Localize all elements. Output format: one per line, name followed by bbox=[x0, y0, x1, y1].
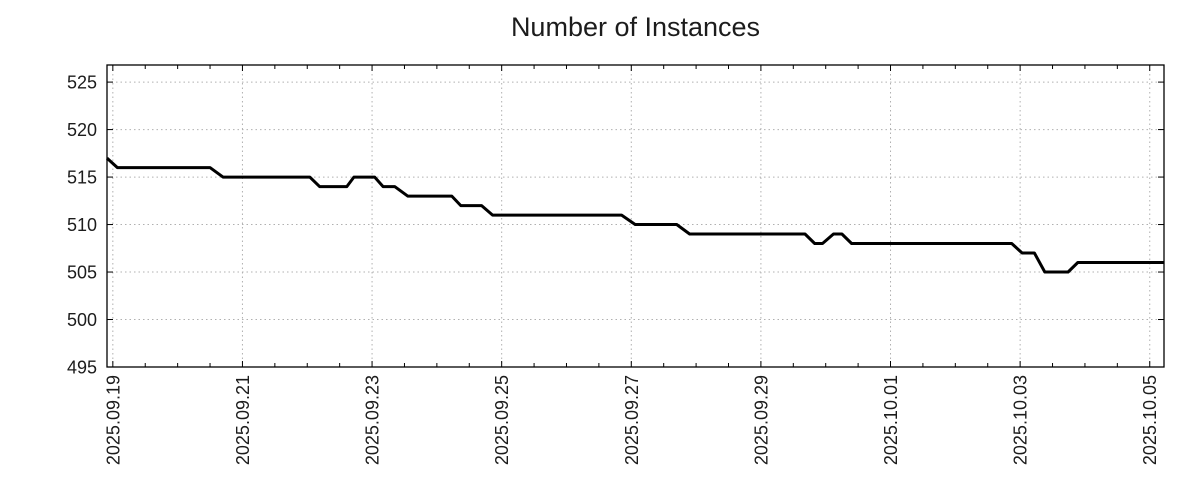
y-tick-label: 495 bbox=[67, 358, 97, 378]
x-tick-label: 2025.09.25 bbox=[492, 375, 512, 465]
x-tick-label: 2025.09.27 bbox=[622, 375, 642, 465]
x-tick-label: 2025.10.03 bbox=[1011, 375, 1031, 465]
y-tick-label: 510 bbox=[67, 215, 97, 235]
x-tick-label: 2025.09.21 bbox=[233, 375, 253, 465]
y-tick-label: 515 bbox=[67, 168, 97, 188]
x-tick-label: 2025.09.29 bbox=[751, 375, 771, 465]
y-tick-label: 525 bbox=[67, 73, 97, 93]
plot-border bbox=[106, 64, 1165, 368]
y-tick-label: 520 bbox=[67, 120, 97, 140]
y-tick-label: 505 bbox=[67, 263, 97, 283]
x-tick-label: 2025.10.01 bbox=[881, 375, 901, 465]
series-line bbox=[105, 156, 1164, 274]
y-tick-label: 500 bbox=[67, 310, 97, 330]
x-tick-label: 2025.10.05 bbox=[1140, 375, 1160, 465]
chart-title: Number of Instances bbox=[510, 12, 761, 42]
x-tick-label: 2025.09.19 bbox=[103, 375, 123, 465]
x-tick-label: 2025.09.23 bbox=[363, 375, 383, 465]
